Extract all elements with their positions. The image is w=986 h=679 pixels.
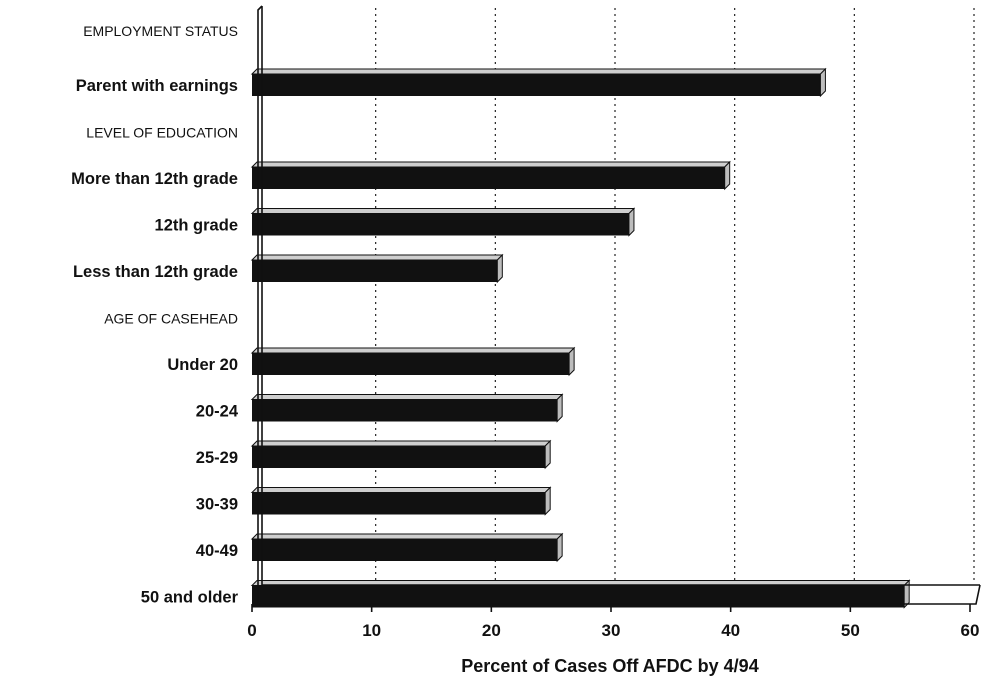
bar-end-face (556, 532, 563, 563)
bar-12th-grade (250, 207, 636, 237)
bar-50-and-older (250, 579, 911, 609)
bar-top-face (250, 161, 731, 168)
x-tick-label-20: 20 (482, 621, 501, 640)
bar-front-face (252, 213, 629, 236)
bar-top-face (250, 347, 576, 354)
bar-less-than-12th-grade (250, 253, 504, 284)
bar-top-face (250, 487, 552, 493)
bar-end-face (496, 253, 503, 284)
bar-front-face (252, 539, 558, 561)
plot-frame (261, 6, 980, 586)
bars (250, 67, 911, 609)
category-label-more-than-12th-grade: More than 12th grade (71, 170, 238, 188)
bar-front-face (252, 446, 546, 468)
bar-top-face (250, 440, 552, 447)
bar-20-24 (250, 393, 564, 423)
category-label-parent-with-earnings: Parent with earnings (76, 77, 238, 95)
bar-front-face (252, 399, 558, 422)
bar-parent-with-earnings (250, 67, 827, 98)
category-label-12th-grade: 12th grade (155, 217, 238, 235)
bar-front-face (252, 492, 546, 515)
bar-end-face (628, 207, 635, 237)
bar-end-face (724, 160, 731, 191)
bar-end-face (544, 439, 551, 470)
x-tick-labels: 0 10 20 30 40 50 60 (247, 604, 979, 640)
category-label-40-49: 40-49 (196, 542, 238, 560)
category-label-20-24: 20-24 (196, 403, 239, 421)
bar-30-39 (250, 486, 552, 516)
x-tick-label-10: 10 (362, 621, 381, 640)
bar-end-face (568, 346, 575, 377)
group-header-level-of-education: LEVEL OF EDUCATION (86, 125, 238, 141)
group-header-age-of-casehead: AGE OF CASEHEAD (104, 311, 238, 327)
bar-top-face (250, 208, 636, 214)
bar-front-face (252, 74, 821, 96)
axes (257, 5, 981, 605)
bar-more-than-12th-grade (250, 160, 731, 191)
bar-end-face (556, 393, 563, 423)
category-label-less-than-12th-grade: Less than 12th grade (73, 263, 238, 281)
plot-3d-back-wall (257, 5, 981, 605)
bar-40-49 (250, 532, 564, 563)
bar-under-20 (250, 346, 576, 377)
category-label-30-39: 30-39 (196, 496, 238, 514)
bar-front-face (252, 260, 498, 282)
bar-front-face (252, 167, 725, 189)
category-label-under-20: Under 20 (167, 356, 238, 374)
category-label-25-29: 25-29 (196, 449, 238, 467)
x-tick-label-60: 60 (961, 621, 980, 640)
bar-top-face (250, 394, 564, 400)
bar-25-29 (250, 439, 552, 470)
group-header-employment-status: EMPLOYMENT STATUS (83, 23, 238, 39)
category-label-50-and-older: 50 and older (141, 589, 239, 607)
bar-end-face (544, 486, 551, 516)
bar-end-face (903, 579, 910, 609)
x-axis-title: Percent of Cases Off AFDC by 4/94 (461, 656, 758, 676)
x-tick-label-40: 40 (721, 621, 740, 640)
bar-top-face (250, 254, 504, 261)
bar-front-face (252, 353, 570, 375)
x-tick-label-0: 0 (247, 621, 256, 640)
category-labels: EMPLOYMENT STATUS Parent with earnings LEV… (71, 23, 239, 607)
bar-front-face (252, 585, 905, 608)
bar-end-face (819, 67, 826, 98)
x-tick-label-50: 50 (841, 621, 860, 640)
bar-top-face (250, 68, 827, 75)
bar-top-face (250, 533, 564, 540)
x-tick-label-30: 30 (602, 621, 621, 640)
